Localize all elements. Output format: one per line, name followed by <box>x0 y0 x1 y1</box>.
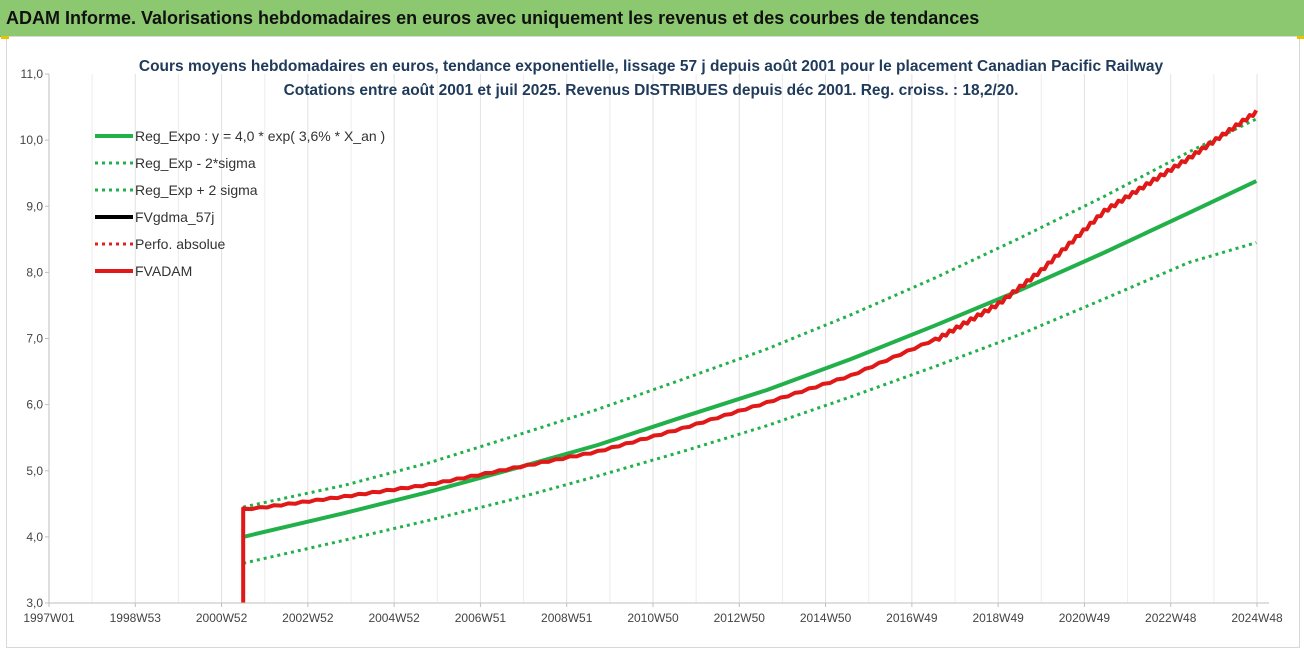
y-tick-label: 10,0 <box>20 133 44 147</box>
legend-label: Perfo. absolue <box>135 236 225 252</box>
chart-subtitle: Cotations entre août 2001 et juil 2025. … <box>284 82 1019 99</box>
y-tick-label: 8,0 <box>26 265 43 279</box>
y-tick-label: 4,0 <box>26 530 43 544</box>
y-tick-label: 6,0 <box>26 398 43 412</box>
series-layer <box>241 109 1259 603</box>
series-line-2 <box>242 117 1257 509</box>
report-header: ADAM Informe. Valorisations hebdomadaire… <box>0 0 1304 37</box>
x-tick-label: 2004W52 <box>368 611 420 625</box>
x-tick-label: 2024W48 <box>1231 611 1283 625</box>
x-tick-label: 2006W51 <box>455 611 507 625</box>
legend-label: Reg_Exp + 2 sigma <box>135 182 258 198</box>
frame-corner-marker <box>1 36 9 39</box>
x-tick-label: 2008W51 <box>541 611 593 625</box>
chart-title: Cours moyens hebdomadaires en euros, ten… <box>139 58 1164 75</box>
x-tick-label: 1997W01 <box>23 611 75 625</box>
x-tick-label: 1998W53 <box>110 611 162 625</box>
x-tick-label: 2022W48 <box>1145 611 1197 625</box>
x-tick-label: 2016W49 <box>886 611 938 625</box>
legend: Reg_Expo : y = 4,0 * exp( 3,6% * X_an ) R… <box>95 128 385 279</box>
legend-label: FVgdma_57j <box>135 209 214 225</box>
series-line-5 <box>241 109 1259 603</box>
y-tick-label: 11,0 <box>21 67 44 81</box>
x-tick-label: 2002W52 <box>282 611 334 625</box>
gridlines <box>48 74 1258 603</box>
legend-label: Reg_Exp - 2*sigma <box>135 155 256 171</box>
frame-corner-marker <box>1297 36 1304 39</box>
x-tick-label: 2014W50 <box>800 611 852 625</box>
y-tick-label: 3,0 <box>26 596 43 610</box>
x-tick-label: 2020W49 <box>1059 611 1111 625</box>
line-chart: 3,0 4,0 5,0 6,0 7,0 8,0 9,0 10,0 11,0 1997W01 1998… <box>20 58 1283 625</box>
chart-frame: 3,0 4,0 5,0 6,0 7,0 8,0 9,0 10,0 11,0 1997W01 1998… <box>1 36 1304 648</box>
series-line-0 <box>242 179 1258 539</box>
x-tick-label: 2010W50 <box>627 611 679 625</box>
series-line-1 <box>242 241 1257 565</box>
legend-label: Reg_Expo : y = 4,0 * exp( 3,6% * X_an ) <box>135 128 385 144</box>
report-title: ADAM Informe. Valorisations hebdomadaire… <box>6 8 980 28</box>
x-tick-label: 2018W49 <box>972 611 1024 625</box>
y-tick-label: 7,0 <box>26 332 43 346</box>
y-tick-label: 9,0 <box>26 199 43 213</box>
legend-label: FVADAM <box>135 263 192 279</box>
y-tick-label: 5,0 <box>26 464 43 478</box>
x-tick-label: 2000W52 <box>196 611 248 625</box>
x-tick-label: 2012W50 <box>714 611 766 625</box>
axes: 3,0 4,0 5,0 6,0 7,0 8,0 9,0 10,0 11,0 1997W01 1998… <box>20 67 1283 625</box>
